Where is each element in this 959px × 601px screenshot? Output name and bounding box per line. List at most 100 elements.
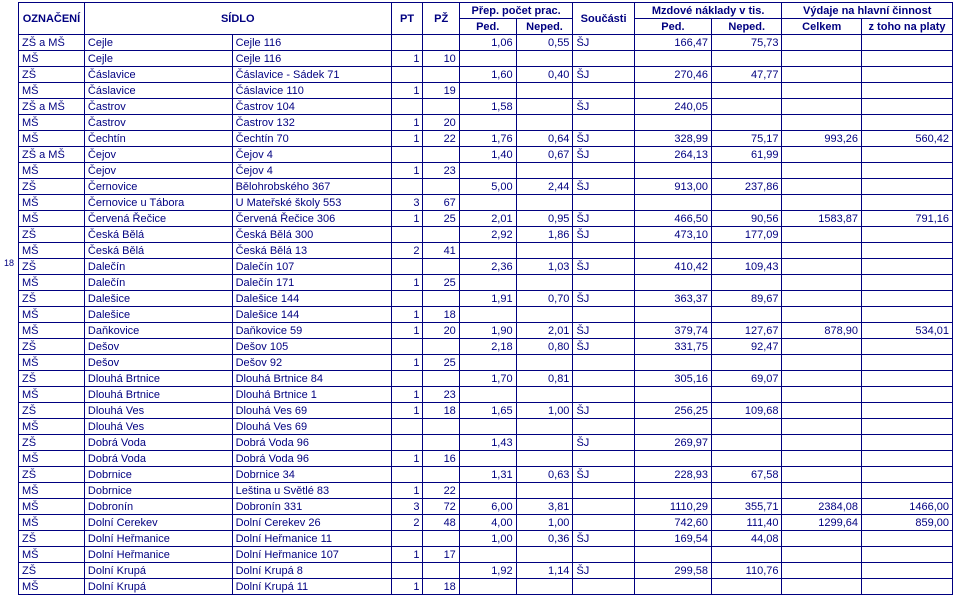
cell bbox=[459, 51, 516, 67]
cell: Cejle 116 bbox=[232, 51, 391, 67]
cell bbox=[712, 83, 782, 99]
cell: 1,00 bbox=[516, 403, 573, 419]
cell bbox=[573, 51, 634, 67]
cell: 2384,08 bbox=[782, 499, 862, 515]
cell bbox=[712, 451, 782, 467]
cell: Častrov bbox=[84, 115, 232, 131]
cell bbox=[391, 467, 423, 483]
cell bbox=[391, 35, 423, 51]
cell: 1 bbox=[391, 51, 423, 67]
cell: 0,36 bbox=[516, 531, 573, 547]
cell: Častrov 132 bbox=[232, 115, 391, 131]
cell: Dobrá Voda bbox=[84, 435, 232, 451]
cell bbox=[712, 195, 782, 211]
cell bbox=[712, 435, 782, 451]
cell bbox=[423, 259, 459, 275]
hdr-celkem: Celkem bbox=[782, 19, 862, 35]
cell: MŠ bbox=[19, 499, 85, 515]
cell bbox=[862, 35, 953, 51]
cell bbox=[634, 483, 711, 499]
hdr-vyd-group: Výdaje na hlavní činnost bbox=[782, 3, 953, 19]
table-row: ZŠDlouhá VesDlouhá Ves 691181,651,00ŠJ25… bbox=[19, 403, 953, 419]
cell bbox=[459, 275, 516, 291]
cell: Česká Bělá bbox=[84, 243, 232, 259]
table-row: MŠČervená ŘečiceČervená Řečice 3061252,0… bbox=[19, 211, 953, 227]
cell: 25 bbox=[423, 211, 459, 227]
cell bbox=[782, 179, 862, 195]
table-row: ZŠDalešiceDalešice 1441,910,70ŠJ363,3789… bbox=[19, 291, 953, 307]
cell: ŠJ bbox=[573, 67, 634, 83]
cell bbox=[423, 419, 459, 435]
cell: 177,09 bbox=[712, 227, 782, 243]
cell: ZŠ a MŠ bbox=[19, 99, 85, 115]
cell: 17 bbox=[423, 547, 459, 563]
cell: Dalečín bbox=[84, 259, 232, 275]
cell: 111,40 bbox=[712, 515, 782, 531]
table-row: ZŠDalečínDalečín 1072,361,03ŠJ410,42109,… bbox=[19, 259, 953, 275]
cell: Dlouhá Ves bbox=[84, 403, 232, 419]
table-row: MŠČastrovČastrov 132120 bbox=[19, 115, 953, 131]
cell bbox=[516, 275, 573, 291]
table-header: OZNAČENÍ SÍDLO PT PŽ Přep. počet prac. S… bbox=[19, 3, 953, 35]
table-row: MŠČernovice u TáboraU Mateřské školy 553… bbox=[19, 195, 953, 211]
cell: ZŠ bbox=[19, 179, 85, 195]
cell: 72 bbox=[423, 499, 459, 515]
cell bbox=[516, 483, 573, 499]
cell bbox=[573, 307, 634, 323]
cell bbox=[862, 163, 953, 179]
cell bbox=[423, 531, 459, 547]
cell: 1,76 bbox=[459, 131, 516, 147]
cell bbox=[516, 355, 573, 371]
cell: 1,00 bbox=[459, 531, 516, 547]
cell: Dešov 92 bbox=[232, 355, 391, 371]
cell: 1 bbox=[391, 323, 423, 339]
cell: 2 bbox=[391, 243, 423, 259]
cell: 1 bbox=[391, 579, 423, 595]
table-row: ZŠDobrá VodaDobrá Voda 961,43ŠJ269,97 bbox=[19, 435, 953, 451]
cell: 1,14 bbox=[516, 563, 573, 579]
cell bbox=[391, 179, 423, 195]
cell: 379,74 bbox=[634, 323, 711, 339]
cell bbox=[423, 35, 459, 51]
cell bbox=[391, 67, 423, 83]
cell: 166,47 bbox=[634, 35, 711, 51]
cell: 0,70 bbox=[516, 291, 573, 307]
cell: MŠ bbox=[19, 51, 85, 67]
cell: ZŠ bbox=[19, 563, 85, 579]
cell: 69,07 bbox=[712, 371, 782, 387]
cell bbox=[782, 387, 862, 403]
table-row: MŠČáslaviceČáslavice 110119 bbox=[19, 83, 953, 99]
cell bbox=[862, 243, 953, 259]
cell: MŠ bbox=[19, 579, 85, 595]
cell bbox=[862, 115, 953, 131]
cell: Dolní Krupá 8 bbox=[232, 563, 391, 579]
cell: ŠJ bbox=[573, 563, 634, 579]
cell bbox=[782, 243, 862, 259]
cell: ŠJ bbox=[573, 35, 634, 51]
cell bbox=[516, 195, 573, 211]
cell: Bělohrobského 367 bbox=[232, 179, 391, 195]
cell bbox=[634, 115, 711, 131]
cell: 67,58 bbox=[712, 467, 782, 483]
cell: 1,70 bbox=[459, 371, 516, 387]
cell bbox=[459, 419, 516, 435]
cell: 993,26 bbox=[782, 131, 862, 147]
cell: 127,67 bbox=[712, 323, 782, 339]
cell: 3,81 bbox=[516, 499, 573, 515]
cell: MŠ bbox=[19, 419, 85, 435]
cell bbox=[391, 99, 423, 115]
cell: Dlouhá Brtnice bbox=[84, 387, 232, 403]
cell: Dlouhá Brtnice 84 bbox=[232, 371, 391, 387]
cell bbox=[516, 435, 573, 451]
cell: ŠJ bbox=[573, 435, 634, 451]
cell: Dalešice bbox=[84, 291, 232, 307]
table-row: MŠCejleCejle 116110 bbox=[19, 51, 953, 67]
cell bbox=[862, 371, 953, 387]
cell: 1,00 bbox=[516, 515, 573, 531]
cell: Dalešice 144 bbox=[232, 291, 391, 307]
cell: 1,43 bbox=[459, 435, 516, 451]
cell: ZŠ a MŠ bbox=[19, 35, 85, 51]
cell: Dalešice bbox=[84, 307, 232, 323]
cell bbox=[782, 419, 862, 435]
cell: Čechtín bbox=[84, 131, 232, 147]
